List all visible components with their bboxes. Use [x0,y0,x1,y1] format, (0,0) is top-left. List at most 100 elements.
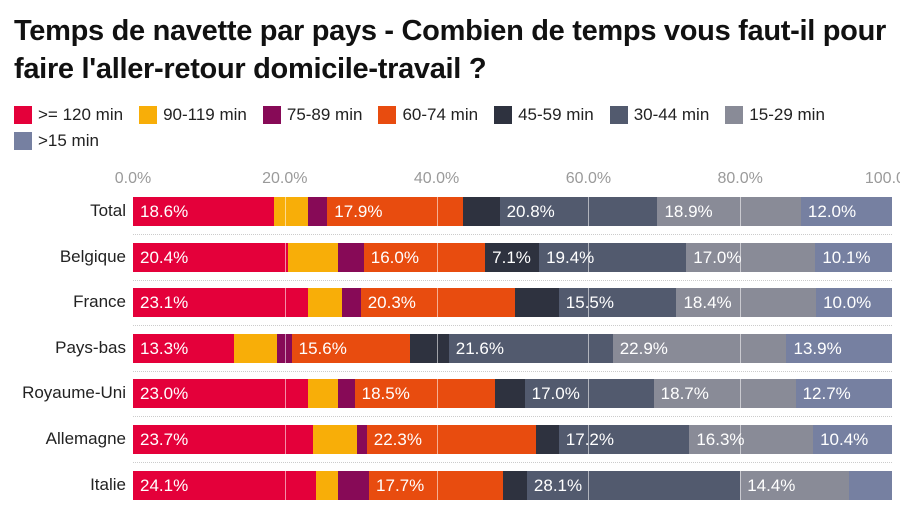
bar-segment [612,333,787,363]
bar-segment [308,197,328,226]
gridline [588,379,590,409]
data-label: 18.6% [140,202,189,221]
category-label: Belgique [59,246,126,266]
gridline [740,197,742,226]
row-separator [133,234,892,235]
data-label: 18.4% [683,293,732,313]
legend-label: 75-89 min [286,105,363,124]
legend-label: 90-119 min [163,105,247,124]
bar-segment [503,470,528,500]
data-label: 22.9% [619,338,668,358]
bar-segment [495,379,526,409]
bar-segment [366,425,537,454]
x-tick-label: 60.0% [565,170,612,187]
data-label: 20.3% [367,293,416,313]
category-label: Royaume-Uni [22,383,126,403]
legend-item: 90-119 min [139,104,247,126]
bar-segment [740,470,850,500]
data-label: 10.1% [822,247,871,267]
bar-row: 23.0% 18.5% 17.0% 18.7% 12.7% [133,379,893,409]
bar-segment [133,242,289,272]
bar-segment [485,242,540,272]
bar-segment [337,470,370,500]
bar-segment [514,288,560,318]
data-label: 13.3% [140,338,189,358]
gridline [588,242,590,272]
category-label: France [73,292,126,312]
gridline [588,197,590,226]
legend-swatch [494,106,513,124]
legend-item: 30-44 min [609,104,710,126]
gridline [284,197,286,226]
data-label: 18.9% [664,202,713,221]
legend-swatch [378,106,397,124]
gridline [284,425,286,454]
bar-segment [133,470,317,500]
bar-segment [354,379,496,409]
data-label: 10.4% [820,430,869,449]
bar-segment [849,470,893,500]
category-label: Allemagne [45,429,126,448]
bar-segment [448,333,614,363]
bar-segment [813,425,893,454]
bar-row: 18.6% 17.9% 20.8% 18.9% 12.0% [133,197,893,226]
bar-segment [526,470,741,500]
gridline [284,242,286,272]
gridline [436,197,438,226]
bar-segment [337,242,365,272]
legend-swatch [14,132,32,150]
gridline [740,242,742,272]
legend-label: 15-29 min [749,105,825,124]
gridline [740,333,742,363]
bar-segment [277,333,293,363]
gridline [588,333,590,363]
gridline [740,470,742,500]
data-label: 10.0% [823,293,872,313]
bar-segment [689,425,814,454]
gridline [436,379,438,409]
legend-label: >= 120 min [38,105,124,124]
row-separator [133,279,892,281]
data-label: 17.7% [376,475,425,495]
bar-segment [800,197,893,226]
legend-swatch [609,106,628,124]
gridline [284,288,286,318]
bar-segment [463,197,501,226]
legend-swatch [14,106,32,124]
x-tick-label: 80.0% [717,170,763,187]
bar-segment [816,288,893,318]
row-separator [133,370,892,372]
bar-segment [274,197,309,226]
data-label: 12.7% [802,384,851,404]
gridline [436,333,438,363]
data-label: 23.1% [140,293,189,313]
bar-segment [308,288,343,318]
gridline [436,470,438,500]
legend-item: >15 min [14,130,99,152]
bar-segment [133,288,309,318]
bar-segment [291,333,411,363]
legend-swatch [725,106,744,124]
bar-segment [233,333,278,363]
gridline [284,470,286,500]
category-label: Total [90,201,126,220]
legend-label: >15 min [38,131,99,150]
bar-segment [312,425,358,454]
bar-segment [558,288,677,318]
data-label: 24.1% [140,475,189,495]
legend-label: 30-44 min [633,105,710,124]
bar-segment [356,425,368,454]
bar-segment [815,242,893,272]
legend: >= 120 min 90-119 min 75-89 min 60-74 min 45… [14,104,894,152]
legend-item: 75-89 min [262,104,363,126]
data-label: 21.6% [455,338,504,358]
data-label: 15.6% [298,338,347,358]
gridline [740,425,742,454]
gridline [436,288,438,318]
row-separator [133,325,892,327]
bar-segment [539,242,687,272]
x-tick-label: 100.0% [864,170,900,187]
legend-label: 45-59 min [518,105,594,124]
bar-row: 20.4% 16.0% 7.1% 19.4% 17.0% 10.1% [133,242,893,272]
data-label: 20.4% [140,247,189,267]
